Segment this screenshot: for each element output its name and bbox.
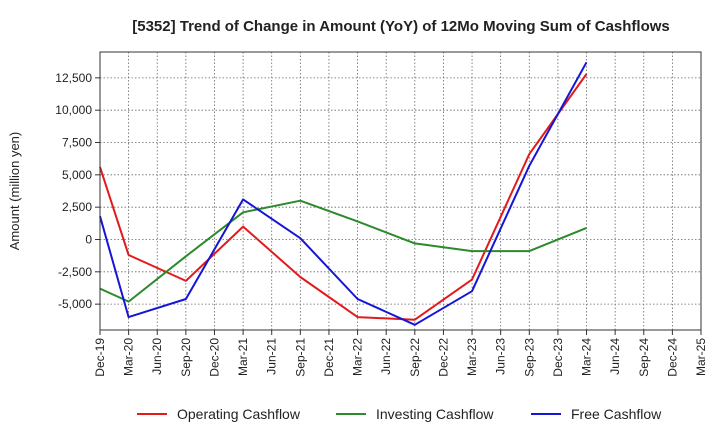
x-tick-label: Sep-21 [293, 338, 307, 377]
x-tick-label: Sep-23 [522, 338, 536, 377]
y-tick-label: 12,500 [55, 71, 92, 85]
x-tick-label: Sep-22 [408, 338, 422, 377]
series-line-free-cashflow [99, 61, 588, 326]
x-tick-label: Dec-23 [551, 338, 565, 377]
x-tick-label: Jun-24 [608, 338, 622, 375]
chart-title: [5352] Trend of Change in Amount (YoY) o… [132, 18, 670, 35]
x-tick-label: Mar-23 [465, 338, 479, 376]
y-tick-label: -5,000 [58, 297, 92, 311]
series-line-operating-cashflow [99, 73, 588, 321]
x-tick-label: Dec-19 [93, 338, 107, 377]
y-tick-label: 10,000 [55, 103, 92, 117]
x-tick-label: Dec-22 [436, 338, 450, 377]
x-tick-label: Sep-20 [179, 338, 193, 377]
x-axis-ticks: Dec-19 Mar-20 Jun-20 Sep-20 Dec-20 Mar-21 Jun-… [93, 330, 708, 377]
legend: Operating Cashflow Investing Cashflow Free… [137, 406, 662, 422]
legend-label-investing-cashflow: Investing Cashflow [376, 406, 494, 422]
x-tick-label: Mar-25 [694, 338, 708, 376]
y-tick-label: 0 [85, 232, 92, 246]
y-axis-label: Amount (million yen) [7, 132, 22, 251]
legend-label-operating-cashflow: Operating Cashflow [177, 406, 301, 422]
y-tick-label: 2,500 [62, 200, 92, 214]
y-axis-ticks: -5,000 -2,500 0 2,500 5,000 7,500 10,000 12,500 [55, 71, 100, 311]
x-tick-label: Mar-24 [580, 338, 594, 376]
x-tick-label: Mar-22 [351, 338, 365, 376]
plot-frame [99, 51, 702, 331]
x-tick-label: Dec-21 [322, 338, 336, 377]
x-tick-label: Sep-24 [637, 338, 651, 377]
legend-label-free-cashflow: Free Cashflow [571, 406, 662, 422]
x-tick-label: Jun-20 [150, 338, 164, 375]
x-tick-label: Jun-23 [494, 338, 508, 375]
y-tick-label: 5,000 [62, 168, 92, 182]
x-tick-label: Dec-20 [207, 338, 221, 377]
grid-lines [99, 52, 702, 330]
series-lines [99, 61, 588, 326]
x-tick-label: Dec-24 [665, 338, 679, 377]
series-line-investing-cashflow [99, 199, 587, 303]
y-tick-label: -2,500 [58, 265, 92, 279]
x-tick-label: Jun-21 [265, 338, 279, 375]
x-tick-label: Mar-21 [236, 338, 250, 376]
y-tick-label: 7,500 [62, 136, 92, 150]
x-tick-label: Mar-20 [122, 338, 136, 376]
x-tick-label: Jun-22 [379, 338, 393, 375]
